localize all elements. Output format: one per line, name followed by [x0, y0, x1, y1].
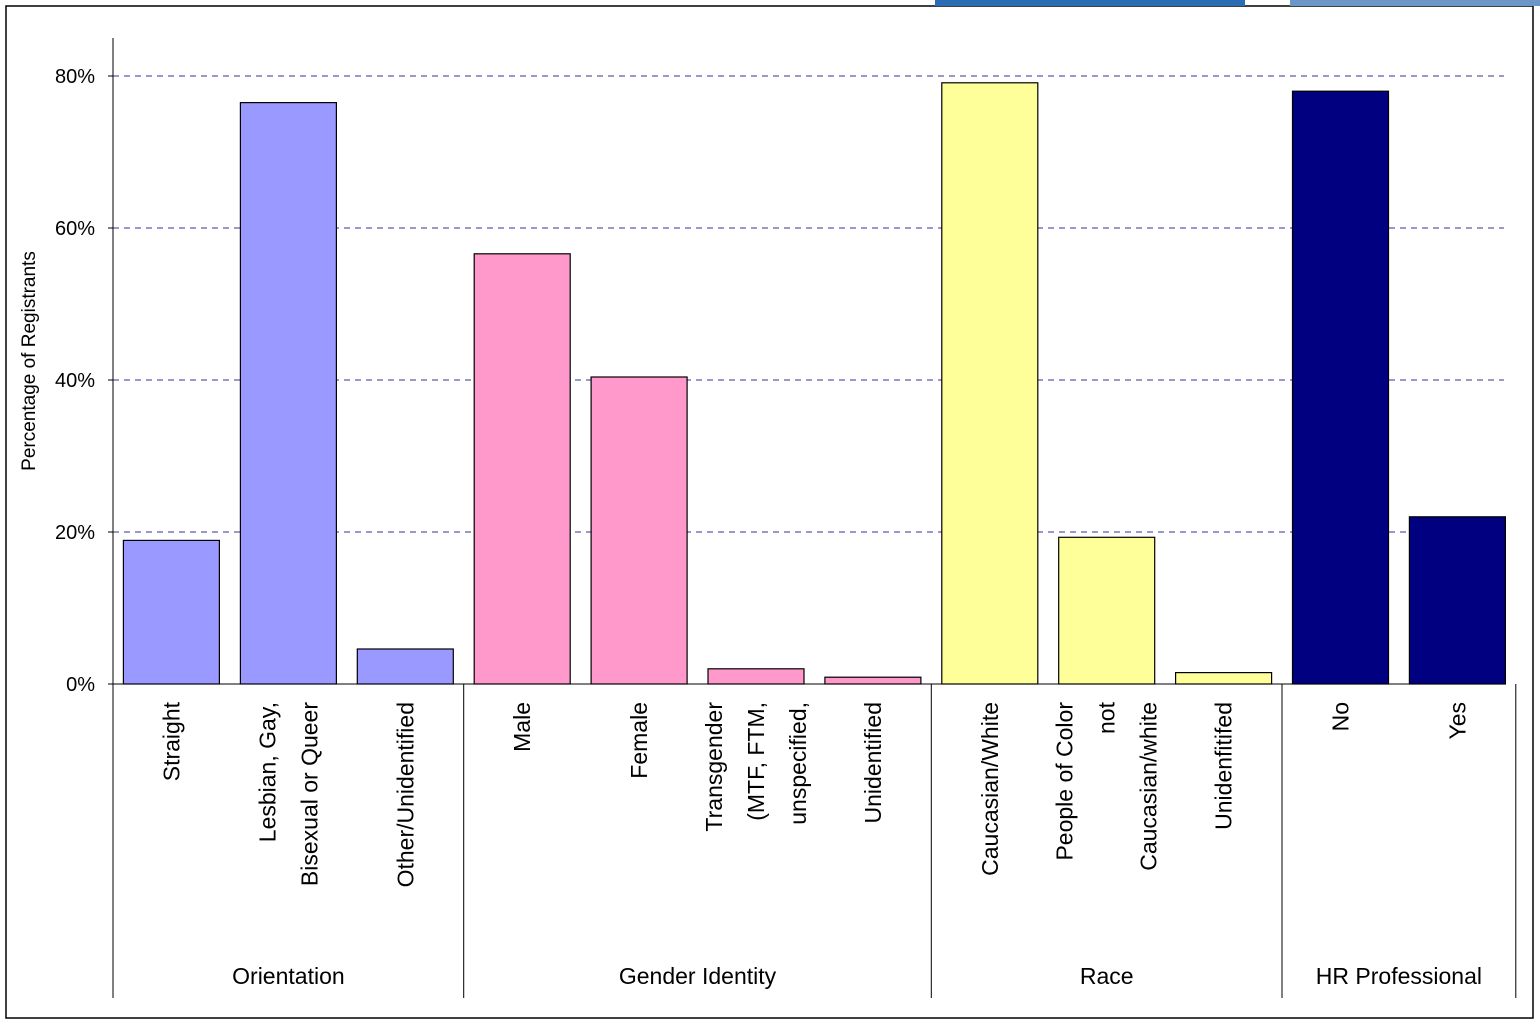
x-tick-label: Straight [158, 701, 184, 781]
x-tick-label: Unidenfitifed [1211, 702, 1237, 830]
bar [824, 676, 922, 685]
bar [1291, 90, 1390, 685]
x-tick-labels: Straight Lesbian, Gay, Bisexual or Queer Ot… [158, 701, 1470, 887]
x-tick-label: Transgender (MTF, FTM, unspecified, [701, 702, 811, 832]
bar [239, 101, 337, 685]
bars [122, 82, 1507, 685]
bar [473, 253, 571, 685]
bar [1058, 536, 1156, 685]
group-label: HR Professional [1316, 963, 1482, 989]
group-dividers [112, 684, 1517, 998]
bar [590, 376, 688, 685]
y-tick-label: 20% [55, 522, 95, 544]
y-tick-label: 0% [66, 674, 95, 696]
x-tick-label: Unidentified [860, 702, 886, 823]
gridlines [113, 75, 1504, 533]
bar [1408, 516, 1507, 685]
bar [707, 668, 805, 685]
bar [122, 539, 221, 685]
bar [356, 648, 454, 685]
background-decoration [1290, 0, 1540, 6]
x-tick-label: People of Color not Caucasian/white [1052, 701, 1162, 870]
background-decoration [935, 0, 1245, 6]
group-labels: Orientation Gender Identity Race HR Profess… [232, 963, 1482, 989]
y-tick-labels: 0% 20% 40% 60% 80% [55, 66, 113, 696]
y-axis-label: Percentage of Registrants [19, 251, 40, 471]
y-tick-label: 60% [55, 218, 95, 240]
x-tick-label: Male [509, 702, 535, 752]
x-tick-label: No [1328, 702, 1354, 731]
group-label: Orientation [232, 963, 345, 989]
x-tick-label: Yes [1444, 702, 1470, 740]
group-label: Race [1080, 963, 1134, 989]
y-tick-label: 80% [55, 66, 95, 88]
x-tick-label: Other/Unidentified [392, 702, 418, 887]
x-tick-label: Lesbian, Gay, Bisexual or Queer [254, 702, 322, 886]
bar [941, 82, 1039, 685]
y-tick-label: 40% [55, 370, 95, 392]
group-label: Gender Identity [619, 963, 777, 989]
axes [112, 38, 1504, 685]
x-tick-label: Caucasian/White [977, 702, 1003, 876]
x-tick-label: Female [626, 702, 652, 779]
bar [1174, 671, 1273, 685]
